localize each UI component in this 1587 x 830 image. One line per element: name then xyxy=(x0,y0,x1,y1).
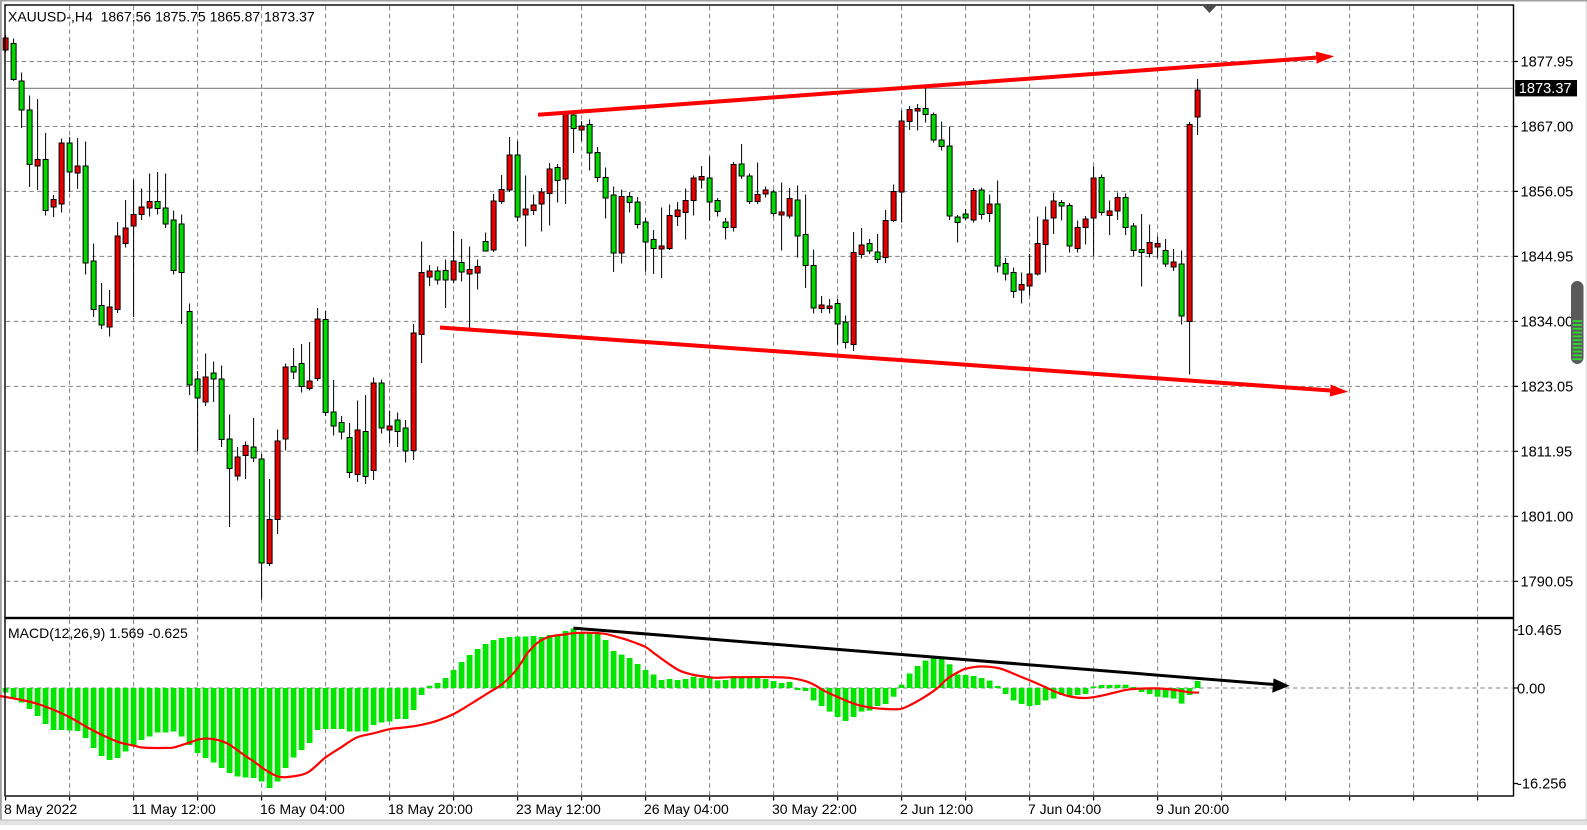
svg-text:-16.256: -16.256 xyxy=(1517,777,1567,793)
svg-text:0.00: 0.00 xyxy=(1517,682,1545,698)
svg-text:1834.00: 1834.00 xyxy=(1521,314,1574,330)
svg-text:1823.05: 1823.05 xyxy=(1521,379,1574,395)
svg-text:30 May 22:00: 30 May 22:00 xyxy=(772,801,857,817)
svg-text:2 Jun 12:00: 2 Jun 12:00 xyxy=(900,801,973,817)
svg-text:26 May 04:00: 26 May 04:00 xyxy=(644,801,729,817)
svg-text:10.465: 10.465 xyxy=(1517,623,1562,639)
svg-text:1790.05: 1790.05 xyxy=(1521,574,1574,590)
svg-text:1856.05: 1856.05 xyxy=(1521,184,1574,200)
svg-text:XAUUSD-,H4 1867.56 1875.75 18: XAUUSD-,H4 1867.56 1875.75 1865.87 1873.… xyxy=(8,9,315,25)
svg-text:11 May 12:00: 11 May 12:00 xyxy=(132,801,216,817)
svg-text:1867.00: 1867.00 xyxy=(1521,120,1574,136)
svg-text:1873.37: 1873.37 xyxy=(1519,81,1572,97)
svg-text:1801.00: 1801.00 xyxy=(1521,509,1574,525)
svg-text:7 Jun 04:00: 7 Jun 04:00 xyxy=(1028,801,1101,817)
svg-text:18 May 20:00: 18 May 20:00 xyxy=(388,801,473,817)
svg-text:23 May 12:00: 23 May 12:00 xyxy=(516,801,601,817)
svg-text:16 May 04:00: 16 May 04:00 xyxy=(260,801,345,817)
svg-text:1811.95: 1811.95 xyxy=(1521,444,1573,460)
svg-text:MACD(12,26,9) 1.569 -0.625: MACD(12,26,9) 1.569 -0.625 xyxy=(8,625,188,641)
svg-text:1844.95: 1844.95 xyxy=(1521,249,1574,265)
svg-text:8 May 2022: 8 May 2022 xyxy=(4,801,77,817)
svg-text:9 Jun 20:00: 9 Jun 20:00 xyxy=(1156,801,1229,817)
svg-text:1877.95: 1877.95 xyxy=(1521,55,1574,71)
